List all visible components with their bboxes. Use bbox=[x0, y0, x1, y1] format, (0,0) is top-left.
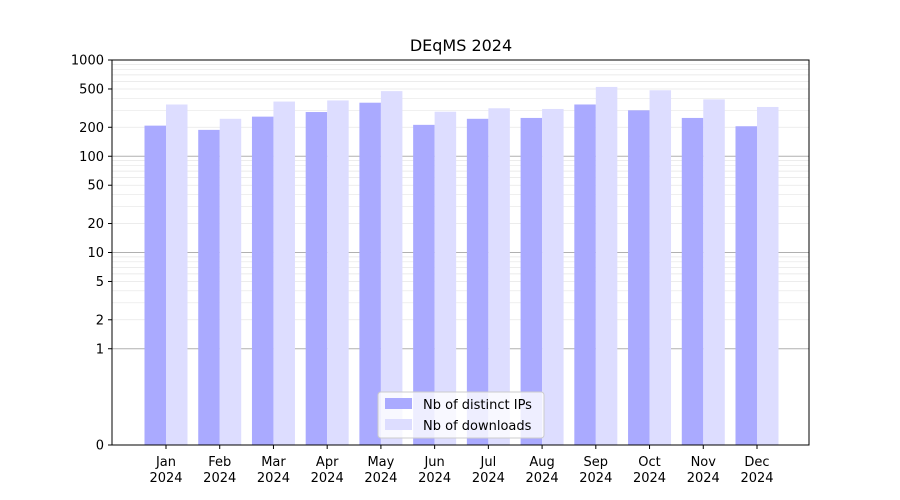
y-tick-label: 500 bbox=[79, 82, 104, 97]
x-axis: Jan 2024 Feb 2024 Mar 2024 Apr 2024 May 2024 Jun 20… bbox=[149, 445, 774, 486]
y-tick-label: 200 bbox=[79, 121, 104, 136]
bar-distinct-ips bbox=[144, 125, 166, 445]
bars bbox=[144, 86, 779, 446]
bar-distinct-ips bbox=[413, 124, 435, 445]
y-tick-label: 10 bbox=[87, 246, 104, 261]
x-tick-label: Apr 2024 bbox=[311, 455, 344, 486]
x-tick-label: May 2024 bbox=[364, 455, 397, 486]
bar-downloads bbox=[649, 90, 672, 445]
bar-distinct-ips bbox=[520, 117, 543, 445]
y-tick-label: 20 bbox=[87, 217, 104, 232]
x-tick-label: Sep 2024 bbox=[579, 455, 612, 486]
bar-distinct-ips bbox=[198, 129, 220, 445]
legend-swatch-distinct-ips bbox=[385, 398, 412, 409]
x-tick-label: Nov 2024 bbox=[687, 455, 720, 486]
chart-title: DEqMS 2024 bbox=[410, 36, 512, 55]
bar-distinct-ips bbox=[359, 102, 381, 446]
y-tick-label: 100 bbox=[79, 150, 104, 165]
legend-label-distinct-ips: Nb of distinct IPs bbox=[423, 398, 532, 413]
y-axis: 0 1 2 5 10 20 50 100 200 500 1000 bbox=[71, 54, 112, 454]
x-tick-label: Feb 2024 bbox=[203, 455, 236, 486]
bar-downloads bbox=[166, 104, 188, 445]
bar-downloads bbox=[273, 101, 295, 446]
y-tick-label: 0 bbox=[96, 439, 104, 454]
bar-distinct-ips bbox=[466, 118, 489, 446]
bar-downloads bbox=[434, 111, 457, 445]
x-tick-label: Jul 2024 bbox=[472, 455, 505, 486]
x-tick-label: Jan 2024 bbox=[149, 455, 182, 486]
x-tick-label: Dec 2024 bbox=[740, 455, 773, 486]
y-tick-label: 50 bbox=[87, 179, 104, 194]
bar-downloads bbox=[327, 100, 349, 445]
bar-distinct-ips bbox=[628, 110, 650, 445]
bar-downloads bbox=[595, 86, 618, 446]
y-tick-label: 1 bbox=[96, 342, 104, 357]
bar-downloads bbox=[542, 108, 564, 446]
y-tick-label: 5 bbox=[96, 275, 104, 290]
bar-distinct-ips bbox=[305, 112, 328, 445]
legend: Nb of distinct IPs Nb of downloads bbox=[377, 391, 545, 439]
bar-downloads bbox=[380, 91, 403, 446]
bar-downloads bbox=[219, 118, 242, 446]
y-tick-label: 2 bbox=[96, 313, 104, 328]
legend-box bbox=[377, 391, 545, 439]
legend-label-downloads: Nb of downloads bbox=[423, 419, 532, 434]
x-tick-label: Aug 2024 bbox=[526, 455, 559, 486]
x-tick-label: Jun 2024 bbox=[418, 455, 451, 486]
bar-downloads bbox=[757, 106, 779, 445]
bar-downloads bbox=[703, 99, 725, 445]
bar-downloads bbox=[488, 108, 510, 446]
x-tick-label: Mar 2024 bbox=[257, 455, 290, 486]
bar-distinct-ips bbox=[681, 117, 704, 445]
legend-swatch-downloads bbox=[385, 419, 412, 430]
bar-distinct-ips bbox=[251, 116, 274, 446]
bar-distinct-ips bbox=[735, 126, 757, 446]
y-tick-label: 1000 bbox=[71, 54, 104, 69]
x-tick-label: Oct 2024 bbox=[633, 455, 666, 486]
bar-distinct-ips bbox=[574, 104, 596, 445]
